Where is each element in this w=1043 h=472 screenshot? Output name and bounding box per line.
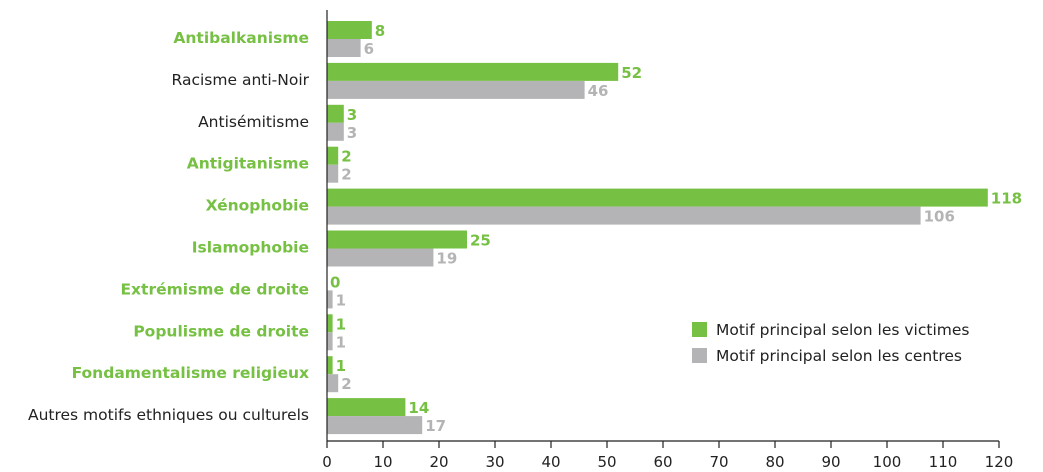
legend-label-victimes: Motif principal selon les victimes xyxy=(716,321,969,339)
data-label-centres: 3 xyxy=(347,124,357,142)
data-label-centres: 1 xyxy=(336,333,346,351)
bar-centres xyxy=(327,248,434,267)
bar-victimes xyxy=(327,104,344,123)
bar-centres xyxy=(327,290,333,309)
axes: 0 10 20 30 40 50 60 70 80 90 100 110 120 xyxy=(322,10,1013,471)
category-label: Extrémisme de droite xyxy=(120,280,309,298)
data-label-centres: 2 xyxy=(341,375,351,393)
category-label: Antisémitisme xyxy=(198,113,309,131)
category-label: Antigitanisme xyxy=(187,155,309,173)
x-tick-label: 60 xyxy=(653,453,672,471)
data-label-centres: 46 xyxy=(588,82,609,100)
category-label: Islamophobie xyxy=(192,239,309,257)
data-label-victimes: 14 xyxy=(408,399,429,417)
bar-victimes xyxy=(327,230,467,249)
data-label-victimes: 3 xyxy=(347,106,357,124)
bar-victimes xyxy=(327,21,372,39)
x-tick-label: 30 xyxy=(485,453,504,471)
x-tick-label: 90 xyxy=(821,453,840,471)
bar-victimes xyxy=(327,314,333,333)
x-tick-label: 120 xyxy=(985,453,1014,471)
data-label-victimes: 52 xyxy=(621,64,642,82)
bar-centres xyxy=(327,164,339,183)
category-label: Populisme de droite xyxy=(133,322,309,340)
legend-swatch-centres xyxy=(692,348,707,363)
data-label-victimes: 1 xyxy=(336,315,346,333)
bar-victimes xyxy=(327,398,406,417)
bar-centres xyxy=(327,122,344,141)
x-tick-label: 110 xyxy=(929,453,958,471)
data-label-centres: 106 xyxy=(924,208,955,226)
data-label-centres: 2 xyxy=(341,166,351,184)
data-label-centres: 6 xyxy=(364,40,374,58)
bar-centres xyxy=(327,416,423,435)
data-label-victimes: 118 xyxy=(991,190,1022,208)
x-tick-label: 100 xyxy=(873,453,902,471)
category-label: Antibalkanisme xyxy=(173,29,309,47)
category-labels: Antibalkanisme Racisme anti-Noir Antisémit… xyxy=(28,29,310,424)
legend: Motif principal selon les victimes Motif … xyxy=(692,321,969,365)
x-tick-label: 80 xyxy=(765,453,784,471)
x-tick-label: 0 xyxy=(322,453,332,471)
bar-victimes xyxy=(327,62,619,81)
x-tick-label: 20 xyxy=(429,453,448,471)
x-tick-label: 10 xyxy=(373,453,392,471)
data-label-victimes: 1 xyxy=(336,357,346,375)
category-label: Racisme anti-Noir xyxy=(172,71,310,89)
category-label: Fondamentalisme religieux xyxy=(72,364,309,382)
bar-centres xyxy=(327,374,339,393)
legend-label-centres: Motif principal selon les centres xyxy=(716,347,962,365)
data-label-centres: 17 xyxy=(425,417,446,435)
bar-centres xyxy=(327,332,333,351)
x-tick-label: 70 xyxy=(709,453,728,471)
bar-victimes xyxy=(327,146,339,165)
bar-centres xyxy=(327,39,361,57)
x-tick-label: 50 xyxy=(597,453,616,471)
category-label: Xénophobie xyxy=(206,197,309,215)
bar-centres xyxy=(327,80,585,99)
x-tick-label: 40 xyxy=(541,453,560,471)
data-label-victimes: 2 xyxy=(341,148,351,166)
data-label-victimes: 0 xyxy=(330,273,340,291)
category-label: Autres motifs ethniques ou culturels xyxy=(28,406,309,424)
data-label-centres: 1 xyxy=(336,291,346,309)
data-label-victimes: 25 xyxy=(470,232,491,250)
bar-victimes xyxy=(327,356,333,375)
bar-victimes xyxy=(327,188,988,207)
bar-centres xyxy=(327,206,921,225)
legend-swatch-victimes xyxy=(692,322,707,337)
data-label-centres: 19 xyxy=(436,250,457,268)
data-label-victimes: 8 xyxy=(375,22,385,40)
